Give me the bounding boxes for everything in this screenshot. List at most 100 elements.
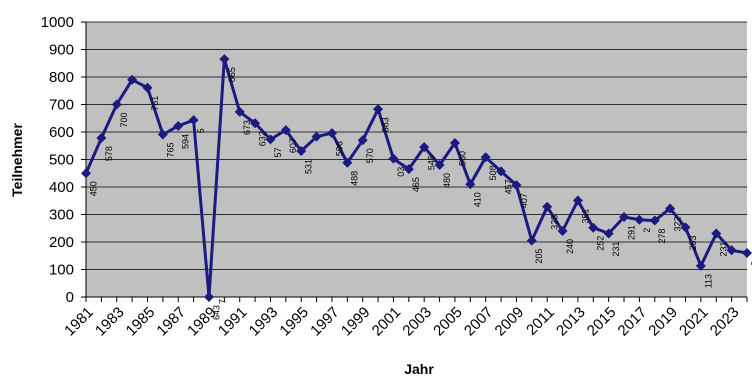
series-markers <box>81 54 752 302</box>
data-point <box>634 214 645 225</box>
data-point <box>203 292 214 302</box>
data-point <box>388 153 399 164</box>
data-label: 643 <box>211 305 221 320</box>
data-point <box>511 180 522 191</box>
data-label: 570 <box>365 148 375 163</box>
data-label: 7 <box>217 299 227 304</box>
data-label: 865 <box>227 67 237 82</box>
data-label: 351 <box>580 208 590 223</box>
y-tick-label: 100 <box>49 262 74 279</box>
data-label: 560 <box>457 151 467 166</box>
data-label: 291 <box>626 225 636 240</box>
data-point <box>619 211 630 222</box>
data-point <box>572 195 583 206</box>
data-label: 607 <box>288 138 298 153</box>
data-point <box>742 248 752 258</box>
data-point <box>680 222 691 233</box>
data-labels: 450 578 700 761 765 594 5 643 865 673 632 57 607 531 5… <box>88 67 752 320</box>
data-label: 407 <box>519 193 529 208</box>
data-point <box>403 164 414 175</box>
data-label: 508 <box>488 165 498 180</box>
y-axis-title: Teilnehmer <box>9 123 25 197</box>
data-point <box>419 142 430 153</box>
y-tick-label: 400 <box>49 179 74 196</box>
y-tick-label: 500 <box>49 152 74 169</box>
data-point <box>250 118 261 129</box>
data-point <box>603 228 614 239</box>
data-label: 5 <box>196 128 206 133</box>
data-point <box>342 157 353 168</box>
data-point <box>280 125 291 136</box>
data-label: 231 <box>611 241 621 256</box>
data-label: 328 <box>550 215 560 230</box>
data-label: 322 <box>673 216 683 231</box>
data-label: 113 <box>703 274 713 288</box>
data-label: 683 <box>380 117 390 132</box>
data-point <box>542 201 553 212</box>
data-point <box>265 134 276 145</box>
data-point <box>157 129 168 140</box>
data-point <box>449 138 460 148</box>
data-label: 03 <box>396 167 406 177</box>
data-label: 578 <box>104 146 114 161</box>
data-point <box>726 245 737 256</box>
data-label: 253 <box>688 235 698 250</box>
data-label: 410 <box>473 192 483 207</box>
data-point <box>434 160 445 170</box>
data-point <box>665 203 676 214</box>
data-label: 700 <box>119 113 129 128</box>
data-point <box>127 74 138 85</box>
data-point <box>480 152 491 163</box>
data-point <box>188 115 199 126</box>
y-axis-ticks: 0 100 200 300 400 500 600 700 800 900 1000 <box>41 14 86 306</box>
y-tick-label: 300 <box>49 207 74 224</box>
data-point <box>557 226 568 236</box>
data-label: 57 <box>273 147 283 157</box>
data-label: 596 <box>334 141 344 156</box>
y-tick-label: 0 <box>66 289 74 306</box>
y-tick-label: 1000 <box>41 14 74 31</box>
data-label: 531 <box>304 159 314 174</box>
data-label: 673 <box>242 120 252 135</box>
data-label: 205 <box>534 249 544 264</box>
data-label: 632 <box>257 131 267 146</box>
data-point <box>311 131 322 142</box>
data-point <box>526 235 537 246</box>
data-label: 765 <box>165 142 175 157</box>
data-point <box>357 135 368 146</box>
data-label: 252 <box>596 236 606 251</box>
data-point <box>111 99 122 110</box>
data-label: 0 <box>749 261 752 266</box>
data-point <box>695 260 706 271</box>
y-tick-label: 600 <box>49 124 74 141</box>
data-label: 480 <box>442 173 452 188</box>
y-tick-label: 700 <box>49 97 74 114</box>
data-point <box>373 104 384 115</box>
data-label: 488 <box>350 171 360 186</box>
data-label: 2 <box>642 228 652 233</box>
y-tick-label: 800 <box>49 69 74 86</box>
data-label: 465 <box>411 177 421 192</box>
data-label: 761 <box>150 96 160 111</box>
x-axis-title: Jahr <box>404 361 434 377</box>
data-label: 450 <box>88 181 98 196</box>
data-point <box>96 133 107 144</box>
data-point <box>173 120 184 131</box>
data-label: 545 <box>427 155 437 170</box>
data-point <box>81 168 91 179</box>
data-point <box>219 54 230 65</box>
data-point <box>234 106 245 117</box>
data-label: 240 <box>565 239 575 254</box>
data-point <box>326 128 337 139</box>
y-tick-label: 900 <box>49 42 74 59</box>
data-point <box>711 228 722 239</box>
data-point <box>296 145 307 156</box>
data-label: 231 <box>719 241 729 256</box>
data-point <box>465 179 476 190</box>
data-label: 278 <box>657 229 667 244</box>
data-point <box>588 222 599 233</box>
data-label: 594 <box>181 134 191 149</box>
axes <box>85 22 747 298</box>
data-label: 457 <box>503 179 513 194</box>
